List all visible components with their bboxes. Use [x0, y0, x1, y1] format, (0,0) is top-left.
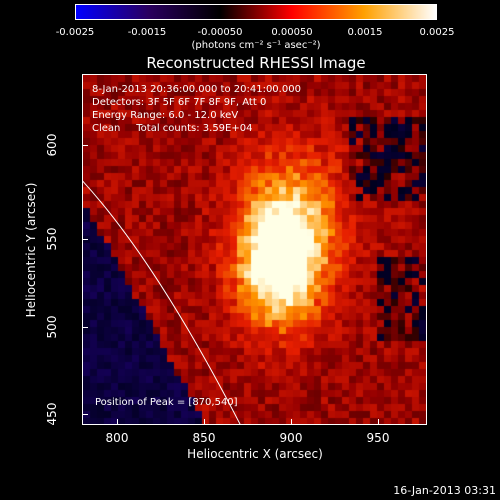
- y-tickmark: [82, 145, 88, 146]
- limb-overlay: [83, 180, 241, 424]
- colorbar-units: (photons cm⁻² s⁻¹ asec⁻²): [191, 40, 321, 51]
- x-tickmark: [291, 419, 292, 425]
- image-plot: 8-Jan-2013 20:36:00.000 to 20:41:00.000 …: [82, 74, 427, 425]
- y-tick-label: 500: [45, 315, 59, 339]
- colorbar-tick: -0.0025: [55, 27, 95, 38]
- y-tickmark: [82, 327, 88, 328]
- info-detectors: Detectors: 3F 5F 6F 7F 8F 9F, Att 0: [92, 97, 267, 108]
- y-axis-label: Heliocentric Y (arcsec): [24, 182, 38, 318]
- y-tickmark: [82, 414, 88, 415]
- info-energy: Energy Range: 6.0 - 12.0 keV: [92, 110, 239, 121]
- x-tick-label: 850: [192, 431, 216, 445]
- colorbar: [75, 4, 437, 20]
- x-tick-label: 800: [105, 431, 129, 445]
- y-tick-label: 600: [45, 133, 59, 157]
- y-tick-label: 550: [45, 227, 59, 251]
- plot-title: Reconstructed RHESSI Image: [146, 54, 366, 72]
- x-tickmark: [378, 419, 379, 425]
- info-clean-counts: Clean Total counts: 3.59E+04: [92, 123, 253, 134]
- colorbar-tick: -0.00050: [197, 27, 243, 38]
- colorbar-tick: 0.00050: [271, 27, 313, 38]
- x-tickmark: [204, 419, 205, 425]
- colorbar-tick: 0.0015: [347, 27, 383, 38]
- solar-limb-line: [83, 180, 241, 424]
- timestamp: 16-Jan-2013 03:31: [393, 484, 496, 497]
- colorbar-tick: 0.0025: [419, 27, 455, 38]
- x-tick-label: 900: [279, 431, 303, 445]
- colorbar-tick: -0.0015: [127, 27, 167, 38]
- info-time-range: 8-Jan-2013 20:36:00.000 to 20:41:00.000: [92, 84, 301, 95]
- y-tick-label: 450: [45, 402, 59, 426]
- x-tick-label: 950: [366, 431, 390, 445]
- x-axis-label: Heliocentric X (arcsec): [187, 447, 323, 461]
- y-tickmark: [82, 239, 88, 240]
- x-tickmark: [117, 419, 118, 425]
- heatmap-canvas: [83, 75, 426, 424]
- peak-position: Position of Peak = [870,540]: [95, 397, 238, 408]
